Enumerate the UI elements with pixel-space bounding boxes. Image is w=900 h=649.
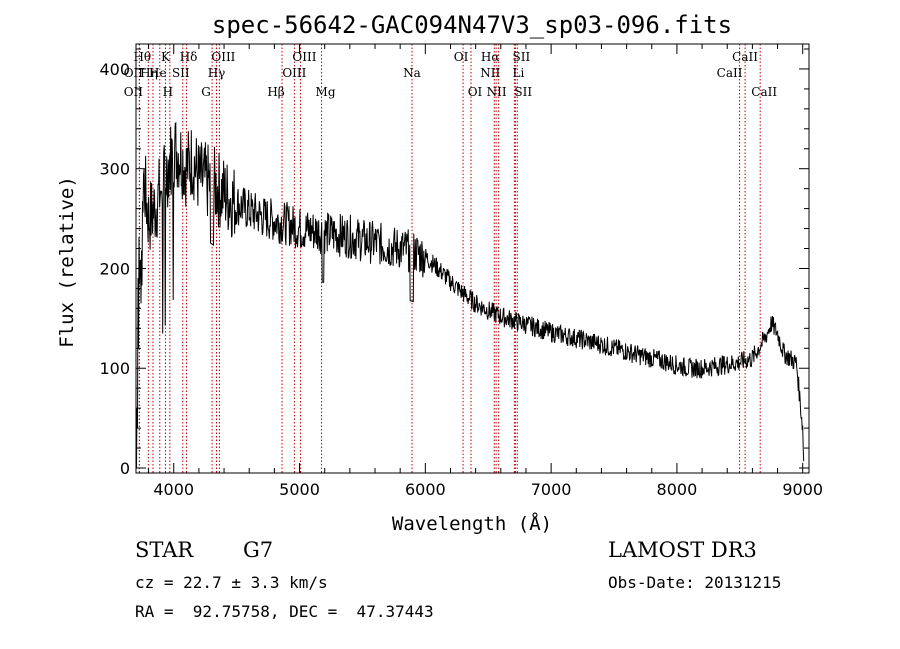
x-tick-label: 8000 <box>657 480 698 499</box>
spectral-line-label: SII <box>513 50 531 64</box>
y-tick-label: 0 <box>120 459 130 478</box>
x-axis-label: Wavelength (Å) <box>392 512 552 535</box>
spectral-line-label: K <box>161 50 171 64</box>
spectral-line-label: CaII <box>751 85 777 99</box>
spectral-line-label: Hδ <box>180 50 198 64</box>
spectral-line-label: Hβ <box>267 85 284 99</box>
object-type: STAR <box>135 538 194 562</box>
spectral-line-markers <box>138 44 761 473</box>
spectral-subclass: G7 <box>243 538 274 562</box>
spectral-line-label: OIII <box>292 50 316 64</box>
spectral-line-label: OIII <box>211 50 235 64</box>
spectral-line-label: SII <box>172 66 190 80</box>
spectral-line-label: NII <box>487 85 507 99</box>
spectral-line-label: CaII <box>717 66 743 80</box>
coordinates-readout: RA = 92.75758, DEC = 47.37443 <box>135 602 434 621</box>
y-tick-label: 300 <box>99 160 130 179</box>
spectral-line-label: G <box>201 85 211 99</box>
spectral-line-label: OIII <box>282 66 306 80</box>
spectrum-line <box>136 121 805 469</box>
spectral-line-label: Hγ <box>208 66 226 80</box>
x-tick-label: 6000 <box>405 480 446 499</box>
y-tick-label: 100 <box>99 359 130 378</box>
x-tick-label: 4000 <box>153 480 194 499</box>
spectral-line-label: He <box>149 66 167 80</box>
y-axis-ticks: 0 100 200 300 400 <box>99 48 809 478</box>
spectral-line-label: NII <box>480 66 500 80</box>
chart-title: spec-56642-GAC094N47V3_sp03-096.fits <box>212 11 732 39</box>
spectral-line-label: Hη <box>140 66 158 80</box>
spectral-line-label: CaII <box>732 50 758 64</box>
x-tick-label: 9000 <box>782 480 823 499</box>
spectral-line-label: SII <box>514 85 532 99</box>
spectral-line-label: Li <box>512 66 524 80</box>
plot-frame <box>135 43 810 474</box>
spectral-line-label: OII <box>124 85 144 99</box>
spectral-line-label: Na <box>403 66 421 80</box>
survey-name: LAMOST DR3 <box>608 538 757 562</box>
spectral-line-label: Hα <box>481 50 500 64</box>
observation-date: Obs-Date: 20131215 <box>608 573 782 592</box>
spectral-line-label: H <box>163 85 173 99</box>
y-axis-label: Flux (relative) <box>56 176 78 348</box>
x-tick-label: 7000 <box>531 480 572 499</box>
spectral-line-label: OII <box>124 66 144 80</box>
y-tick-label: 400 <box>99 60 130 79</box>
spectral-line-label: OI <box>454 50 469 64</box>
spectral-line-label: Mg <box>316 85 336 99</box>
redshift-readout: cz = 22.7 ± 3.3 km/s <box>135 573 328 592</box>
spectral-line-label: Hθ <box>133 50 151 64</box>
y-tick-label: 200 <box>99 259 130 278</box>
x-axis-ticks: 4000 5000 6000 7000 8000 9000 <box>148 44 823 499</box>
x-tick-label: 5000 <box>279 480 320 499</box>
spectral-line-label: OI <box>468 85 483 99</box>
